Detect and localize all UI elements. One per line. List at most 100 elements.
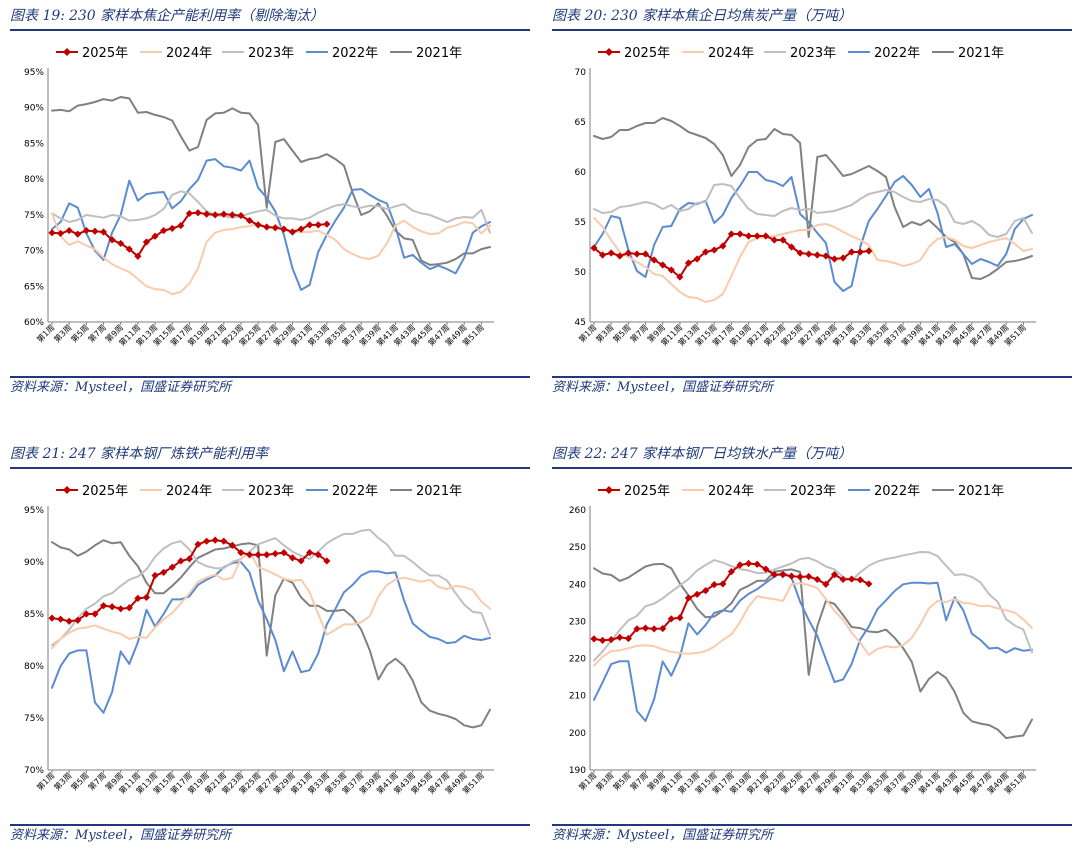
series-line [51, 561, 491, 714]
data-point [865, 580, 873, 588]
legend-item: 2022年 [306, 484, 378, 499]
legend-item: 2023年 [222, 484, 294, 499]
data-point [744, 559, 753, 568]
legend-item: 2022年 [848, 484, 920, 499]
series-line [51, 190, 491, 234]
title-rule [552, 467, 1072, 469]
line-chart: 2025年 2024年 2023年 2022年 2021年 60% 65% 70% 75% 80%… [24, 46, 494, 348]
series-2024年 [51, 550, 491, 650]
legend-label: 2025年 [82, 46, 128, 61]
data-point [598, 636, 607, 644]
legend-item: 2021年 [932, 46, 1004, 61]
series-line [593, 183, 1033, 238]
source-org: 国盛证券研究所 [682, 380, 774, 395]
y-tick-label: 70 [575, 68, 587, 78]
data-point [194, 540, 202, 548]
data-point [787, 243, 796, 251]
source-label: 资料来源： [552, 828, 618, 843]
y-tick-label: 85% [24, 610, 44, 620]
data-point [839, 254, 847, 262]
source-label: 资料来源： [10, 828, 76, 843]
y-tick-label: 200 [569, 729, 586, 739]
data-point [56, 615, 65, 623]
data-point [693, 590, 701, 598]
data-point [82, 610, 90, 618]
y-tick-label: 80% [24, 175, 44, 185]
legend-label: 2025年 [624, 484, 670, 499]
data-point [74, 616, 82, 624]
chart-panel-iron-utilization: 图表 21: 247 家样本钢厂炼铁产能利用率 2025年 2024年 2023年 20… [10, 442, 530, 848]
y-tick-label: 220 [569, 655, 586, 665]
data-point [271, 550, 279, 558]
data-point [211, 211, 219, 219]
x-axis: 第1周第3周第5周第7周第9周第11周第13周第15周第17周第19周第21周第… [34, 322, 486, 348]
legend-item: 2021年 [390, 484, 462, 499]
line-chart: 2025年 2024年 2023年 2022年 2021年 70% 75% 80% 85% 90%… [24, 484, 494, 796]
data-point [693, 255, 701, 263]
series-line [593, 582, 1033, 667]
data-point [306, 221, 314, 229]
data-point [280, 549, 288, 557]
y-tick-label: 95% [24, 68, 44, 78]
data-point [99, 602, 108, 610]
data-point [616, 633, 624, 641]
data-point [288, 228, 297, 236]
data-point [659, 624, 667, 633]
data-point [185, 209, 194, 218]
source-name: Mysteel， [75, 828, 141, 843]
data-point [839, 575, 847, 584]
data-point [168, 563, 176, 571]
source-org: 国盛证券研究所 [140, 828, 232, 843]
data-point [676, 273, 684, 281]
line-chart: 2025年 2024年 2023年 2022年 2021年 190 200 210 220 230… [569, 484, 1036, 796]
x-axis: 第1周第3周第5周第7周第9周第11周第13周第15周第17周第19周第21周第… [34, 770, 486, 796]
data-point [202, 537, 211, 545]
legend-marker [605, 48, 613, 56]
data-point [865, 247, 873, 255]
source-name: Mysteel， [617, 828, 683, 843]
data-point [185, 555, 194, 563]
legend: 2025年 2024年 2023年 2022年 2021年 [598, 46, 1004, 61]
series-2021年 [51, 96, 491, 266]
legend-item: 2025年 [598, 484, 670, 499]
data-point [736, 561, 744, 569]
series-2023年 [593, 551, 1033, 662]
source-name: Mysteel， [617, 380, 683, 395]
y-tick-label: 240 [569, 580, 586, 590]
data-point [177, 221, 185, 230]
legend-label: 2023年 [248, 484, 294, 499]
panel-title: 图表 22: 247 家样本钢厂日均铁水产量（万吨） [552, 442, 1072, 466]
y-tick-label: 55 [575, 218, 586, 228]
data-point [633, 250, 641, 258]
data-point [65, 617, 73, 625]
series-line [51, 528, 491, 647]
data-point [590, 635, 598, 643]
y-tick-label: 85% [24, 139, 44, 149]
legend-item: 2024年 [682, 46, 754, 61]
data-point [830, 255, 839, 263]
data-point [805, 572, 813, 581]
data-point [91, 610, 99, 618]
x-tick-label: 第5周 [69, 322, 91, 344]
data-point [641, 624, 650, 632]
legend-item: 2024年 [682, 484, 754, 499]
data-point [848, 575, 856, 583]
data-point [108, 603, 116, 611]
data-point [91, 227, 99, 235]
series-line [51, 96, 491, 266]
y-tick-label: 260 [569, 506, 586, 516]
legend: 2025年 2024年 2023年 2022年 2021年 [56, 46, 462, 61]
legend-marker [63, 486, 71, 494]
source-rule [552, 376, 1072, 378]
data-point [263, 551, 271, 559]
legend-label: 2021年 [958, 46, 1004, 61]
y-tick-label: 90% [24, 104, 44, 114]
data-point [220, 210, 228, 218]
data-point [254, 551, 262, 559]
series-line [51, 212, 491, 296]
legend-item: 2025年 [56, 46, 128, 61]
data-point [848, 248, 856, 256]
source-label: 资料来源： [10, 380, 76, 395]
series-2025年 [590, 230, 873, 281]
title-rule [10, 467, 530, 469]
